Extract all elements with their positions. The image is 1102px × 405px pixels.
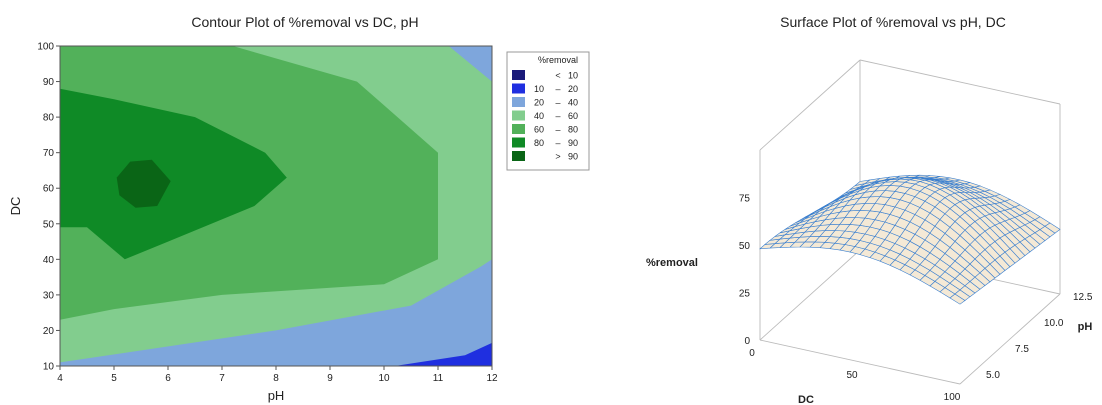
surface-x-tick: 0 [749, 348, 755, 359]
x-tick-label: 7 [219, 373, 225, 384]
contour-region-3 [116, 159, 171, 208]
contour-plot: Contour Plot of %removal vs DC, pH 4 5 6 7 8… [8, 14, 590, 403]
legend-swatch [512, 151, 525, 161]
surface-box-edge [759, 339, 961, 385]
surface-x-tick: 50 [846, 370, 858, 381]
legend-operator: < [555, 71, 560, 81]
x-tick-label: 5 [111, 373, 117, 384]
surface-cell [1044, 222, 1061, 234]
x-tick-label: 4 [57, 373, 63, 384]
y-tick-label: 20 [43, 326, 55, 337]
surface-box-edge [759, 249, 861, 341]
surface-title: Surface Plot of %removal vs pH, DC [780, 14, 1006, 30]
y-tick-label: 80 [43, 113, 55, 124]
legend-swatch [512, 70, 525, 80]
surface-y-tick: 12.5 [1073, 292, 1093, 303]
x-tick-label: 10 [378, 373, 390, 384]
surface-plot: Surface Plot of %removal vs pH, DC 0 25 50… [646, 14, 1093, 405]
x-tick-label: 8 [273, 373, 279, 384]
legend-high: 60 [568, 111, 578, 121]
surface-box-edge [859, 59, 1061, 105]
contour-region-4 [448, 46, 492, 82]
y-tick-label: 30 [43, 290, 55, 301]
legend-high: 20 [568, 84, 578, 94]
y-tick-label: 100 [37, 42, 54, 53]
surface-box-edge [959, 293, 1061, 385]
contour-region-5 [60, 259, 492, 366]
legend-operator: > [555, 152, 560, 162]
legend-operator: – [555, 125, 560, 135]
contour-x-ticks: 4 5 6 7 8 9 10 11 12 [57, 366, 498, 384]
y-tick-label: 90 [43, 77, 55, 88]
legend-title: %removal [538, 55, 578, 65]
legend-high: 80 [568, 125, 578, 135]
contour-y-ticks: 10 20 30 40 50 60 70 80 90 100 [37, 42, 60, 373]
y-tick-label: 50 [43, 219, 55, 230]
x-tick-label: 12 [486, 373, 498, 384]
x-tick-label: 9 [327, 373, 333, 384]
surface-box-edge [759, 59, 861, 151]
surface-z-axis-label: %removal [646, 257, 698, 269]
y-tick-label: 40 [43, 255, 55, 266]
surface-y-tick: 10.0 [1044, 318, 1064, 329]
x-tick-label: 11 [433, 373, 444, 384]
legend-swatch [512, 124, 525, 134]
contour-x-axis-label: pH [268, 388, 285, 403]
legend-high: 40 [568, 98, 578, 108]
surface-y-tick: 5.0 [986, 370, 1000, 381]
surface-x-tick: 100 [944, 392, 961, 403]
legend-operator: – [555, 84, 560, 94]
surface-y-axis-label: pH [1078, 321, 1093, 333]
legend-operator: – [555, 111, 560, 121]
surface-ticks: 0 25 50 75 0 50 100 5.0 7.5 10.0 12.5 [739, 194, 1093, 404]
legend-swatch [512, 137, 525, 148]
legend-low: 20 [534, 98, 544, 108]
legend-high: 90 [568, 138, 578, 148]
surface-x-axis-label: DC [798, 394, 814, 405]
y-tick-label: 70 [43, 148, 55, 159]
legend-swatch [512, 97, 525, 107]
surface-z-tick: 0 [744, 336, 750, 347]
legend-low: 10 [534, 84, 544, 94]
surface-mesh [759, 174, 1061, 305]
x-tick-label: 6 [165, 373, 171, 384]
legend-high: 90 [568, 152, 578, 162]
y-tick-label: 10 [43, 362, 55, 373]
legend-operator: – [555, 98, 560, 108]
legend-swatch [512, 110, 525, 121]
surface-z-tick: 75 [739, 194, 751, 205]
contour-region-6 [394, 342, 492, 366]
surface-z-tick: 25 [739, 289, 751, 300]
legend-operator: – [555, 138, 560, 148]
legend-low: 80 [534, 138, 544, 148]
contour-plot-area [60, 46, 492, 366]
surface-y-tick: 7.5 [1015, 344, 1029, 355]
surface-z-tick: 50 [739, 241, 751, 252]
y-tick-label: 60 [43, 184, 55, 195]
legend-high: 10 [568, 71, 578, 81]
contour-y-axis-label: DC [8, 197, 23, 216]
contour-region-2 [60, 88, 287, 260]
legend-swatch [512, 83, 525, 94]
legend-low: 40 [534, 111, 544, 121]
contour-title: Contour Plot of %removal vs DC, pH [191, 14, 418, 30]
legend-low: 60 [534, 125, 544, 135]
